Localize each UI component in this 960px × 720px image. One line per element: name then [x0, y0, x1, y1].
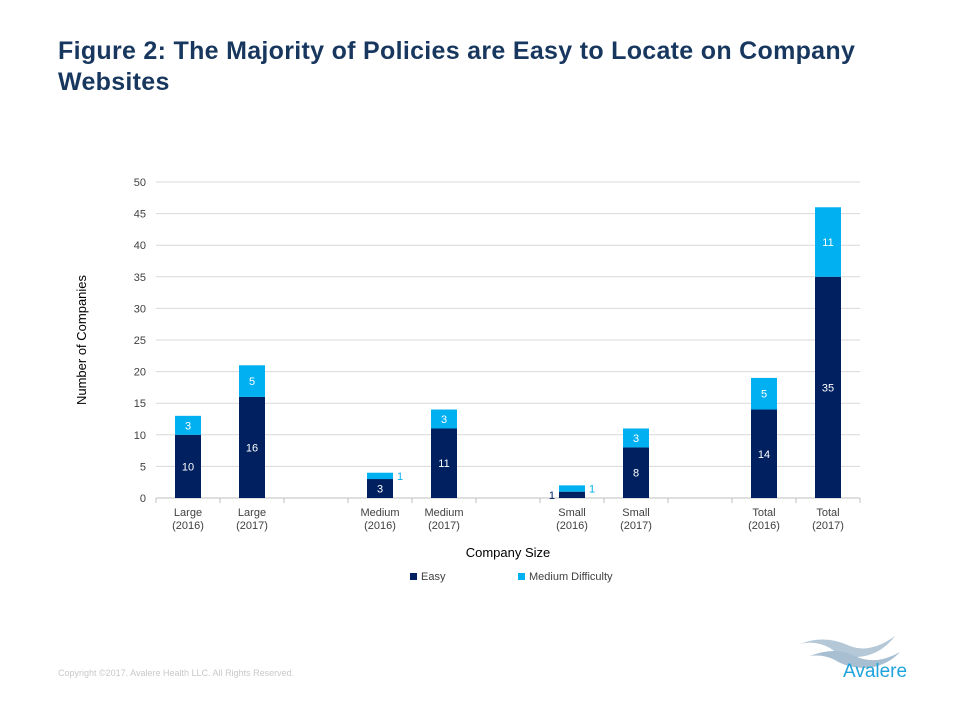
- x-tick-label: Large: [174, 507, 202, 519]
- legend-label: Medium Difficulty: [529, 571, 613, 583]
- bar-easy: [367, 479, 393, 498]
- data-label: 10: [182, 461, 194, 473]
- y-tick-label: 40: [134, 240, 146, 252]
- x-tick-label: (2016): [364, 520, 396, 532]
- x-axis-title: Company Size: [466, 545, 551, 560]
- data-label: 11: [822, 237, 833, 249]
- legend-swatch: [410, 573, 417, 580]
- y-tick-label: 5: [140, 461, 146, 473]
- x-tick-label: (2016): [748, 520, 780, 532]
- y-axis-title: Number of Companies: [74, 274, 89, 405]
- copyright-text: Copyright ©2017. Avalere Health LLC. All…: [58, 668, 295, 678]
- bar-medium-difficulty: [367, 472, 393, 480]
- x-tick-label: Total: [752, 507, 775, 519]
- page-title: Figure 2: The Majority of Policies are E…: [58, 37, 856, 96]
- data-label: 3: [633, 433, 639, 445]
- bar-easy: [623, 447, 649, 498]
- bar-easy: [431, 428, 457, 498]
- data-label: 3: [441, 414, 447, 426]
- y-tick-label: 45: [134, 209, 146, 221]
- data-label: 35: [822, 382, 834, 394]
- x-tick-label: (2016): [172, 520, 204, 532]
- bar-medium-difficulty: [815, 207, 841, 277]
- bar-medium-difficulty: [175, 415, 201, 435]
- x-tick-label: Total: [816, 507, 839, 519]
- data-label: 3: [377, 484, 383, 496]
- bar-easy: [751, 409, 777, 498]
- data-label: 11: [438, 458, 449, 470]
- bar-easy: [815, 276, 841, 498]
- y-tick-label: 10: [134, 430, 146, 442]
- data-label: 8: [633, 468, 639, 480]
- x-tick-label: Medium: [424, 507, 463, 519]
- x-tick-label: Medium: [360, 507, 399, 519]
- y-tick-label: 25: [134, 335, 146, 347]
- bar-medium-difficulty: [559, 485, 585, 492]
- x-tick-label: (2017): [236, 520, 268, 532]
- x-tick-label: (2017): [812, 520, 844, 532]
- data-label: 3: [185, 420, 191, 432]
- x-tick-label: Large: [238, 507, 266, 519]
- data-label: 5: [249, 376, 255, 388]
- bar-easy: [175, 434, 201, 498]
- y-tick-label: 35: [134, 272, 146, 284]
- data-label: 16: [246, 442, 258, 454]
- data-label: 5: [761, 389, 767, 401]
- bar-medium-difficulty: [751, 377, 777, 410]
- y-tick-label: 15: [134, 398, 146, 410]
- bar-medium-difficulty: [239, 365, 265, 397]
- y-tick-label: 30: [134, 303, 146, 315]
- y-tick-label: 0: [140, 493, 146, 505]
- data-label: 1: [549, 490, 555, 502]
- bar-easy: [559, 491, 585, 498]
- data-label: 14: [758, 449, 770, 461]
- bar-easy: [239, 396, 265, 498]
- bar-medium-difficulty: [623, 428, 649, 448]
- x-tick-label: Small: [558, 507, 586, 519]
- logo-text: Avalere: [843, 661, 908, 682]
- y-tick-label: 20: [134, 367, 146, 379]
- avalere-logo-icon: [800, 636, 900, 668]
- bar-medium-difficulty: [431, 409, 457, 429]
- y-tick-label: 50: [134, 177, 146, 189]
- x-tick-label: (2017): [428, 520, 460, 532]
- x-tick-label: (2016): [556, 520, 588, 532]
- stacked-bar-chart: 05101520253035404550Large(2016)103Large(…: [74, 177, 861, 583]
- x-tick-label: (2017): [620, 520, 652, 532]
- data-label: 1: [589, 484, 595, 496]
- legend-label: Easy: [421, 571, 446, 583]
- data-label: 1: [397, 471, 403, 483]
- legend-swatch: [518, 573, 525, 580]
- x-tick-label: Small: [622, 507, 650, 519]
